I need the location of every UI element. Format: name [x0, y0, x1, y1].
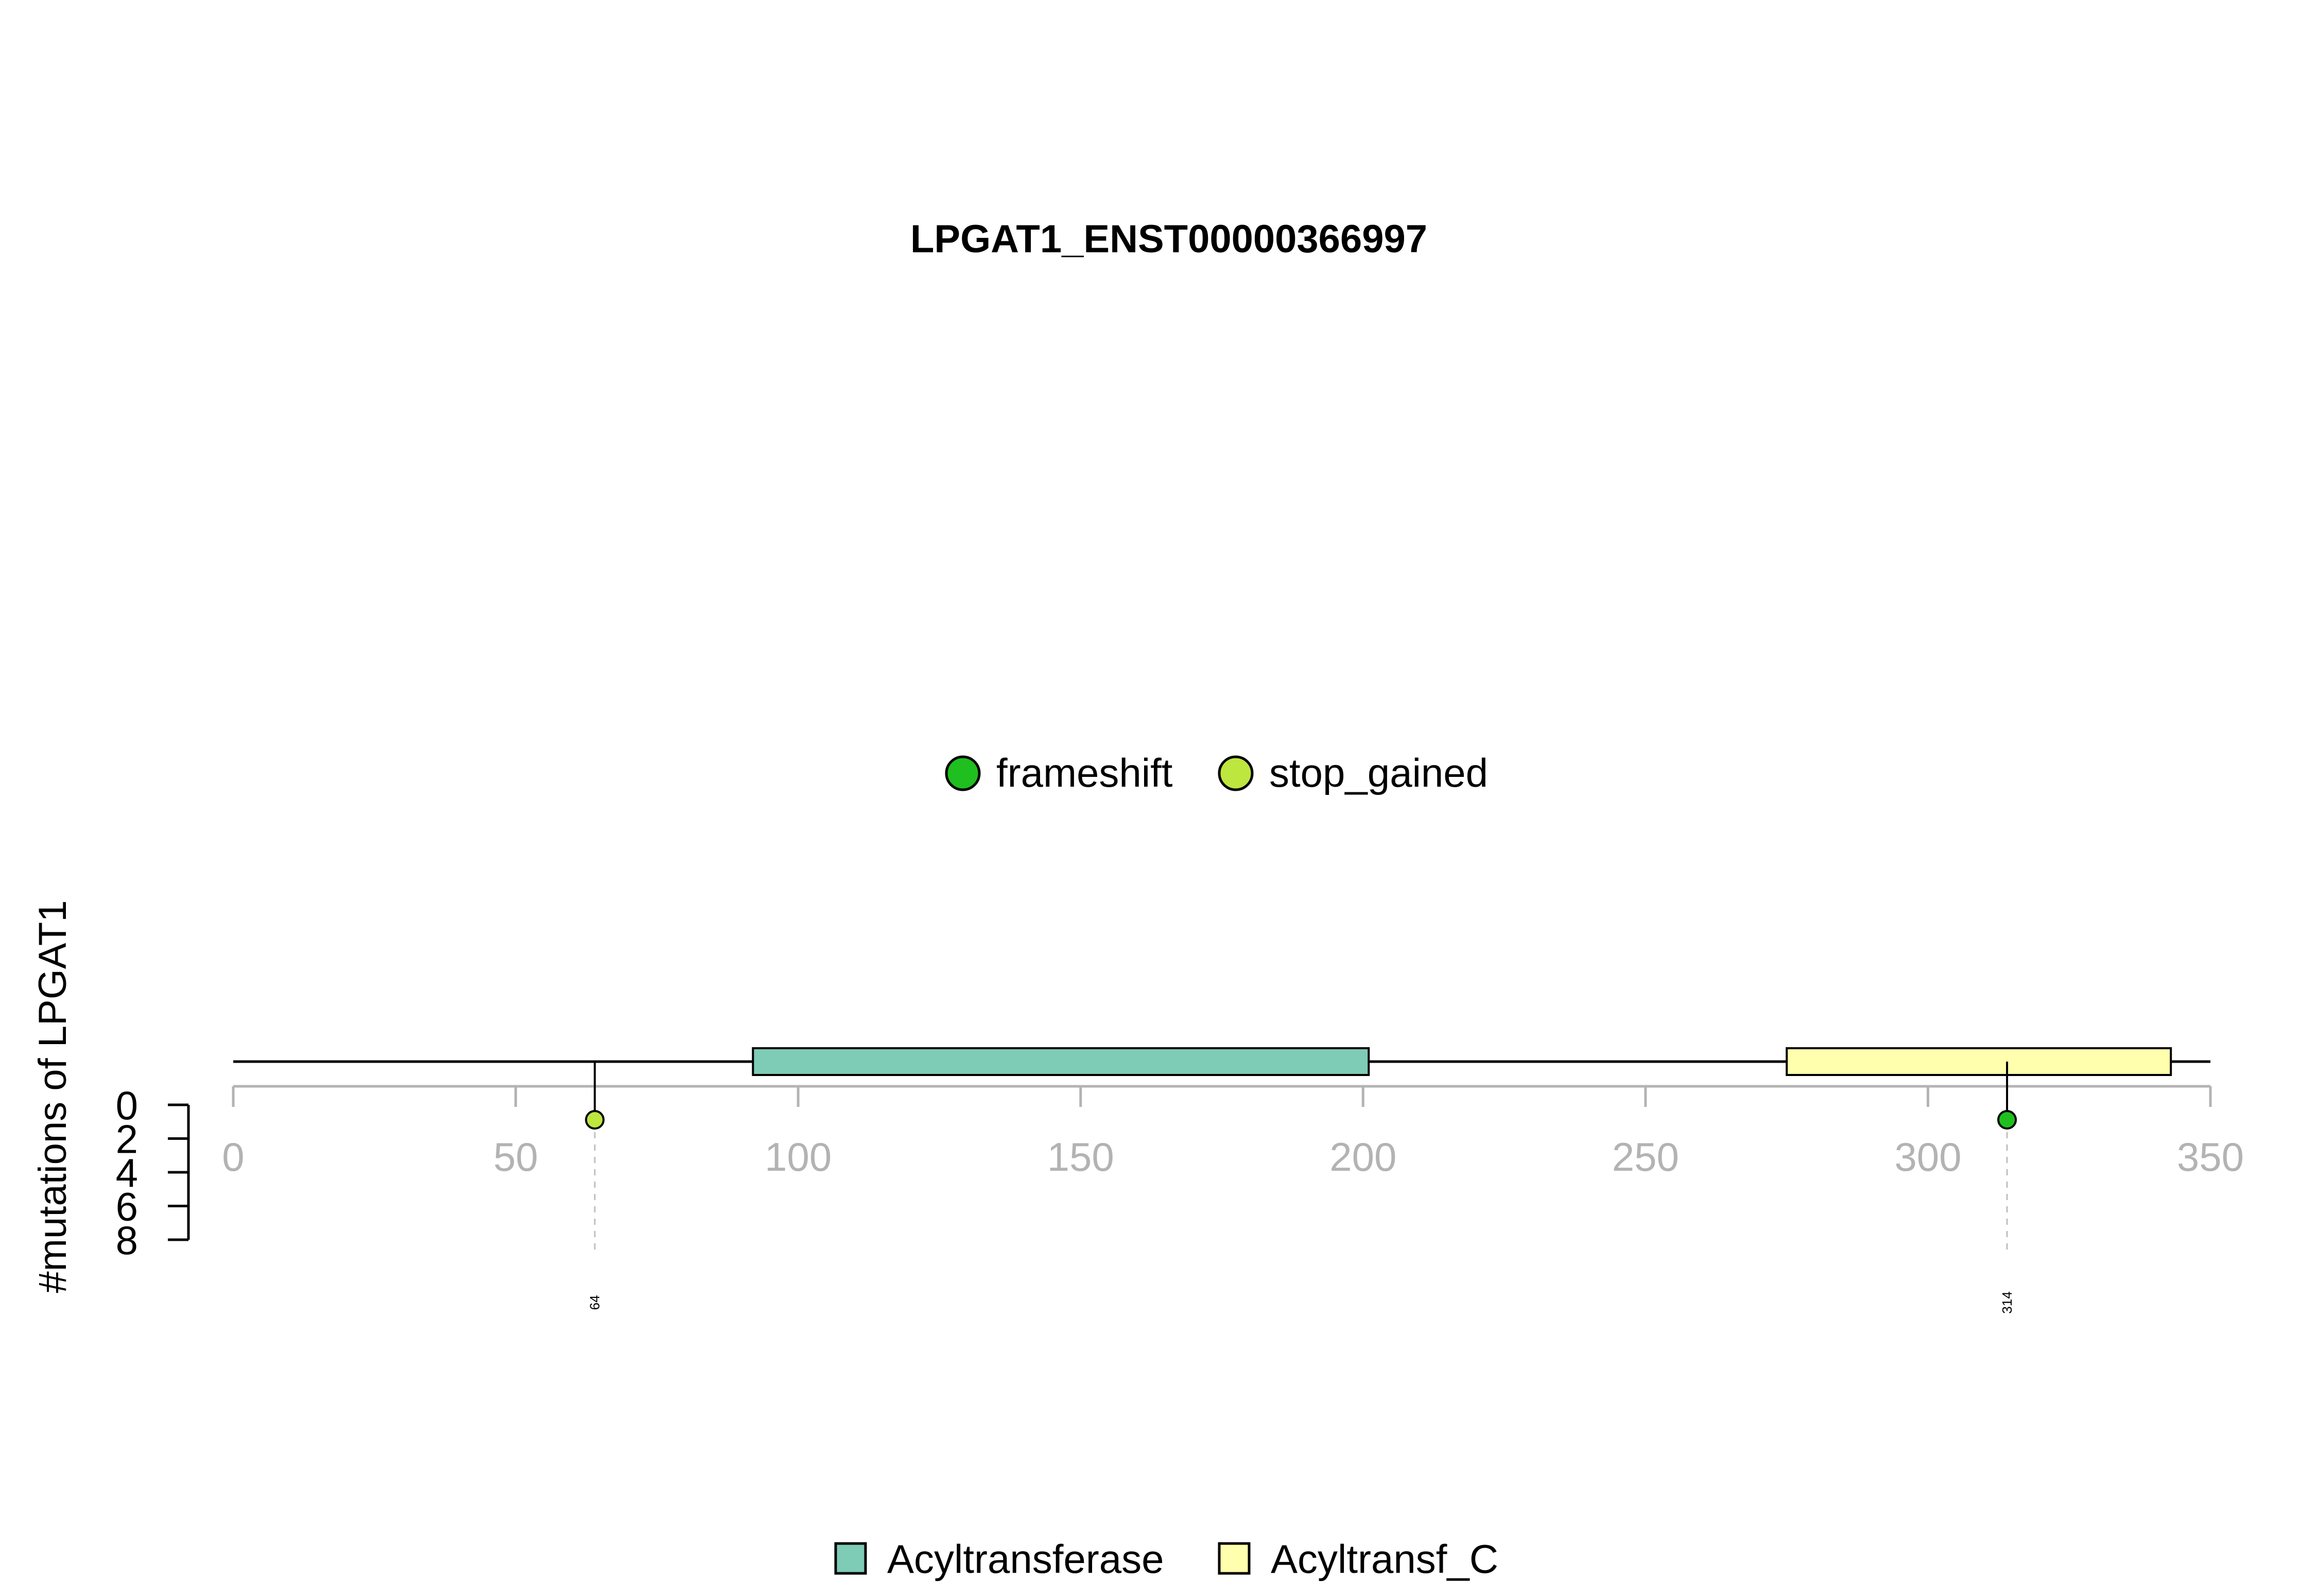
- x-tick-label: 150: [1047, 1134, 1114, 1179]
- mutation-position-label: 314: [1999, 1291, 2015, 1313]
- domain-legend: Acyltransferase Acyltransf_C: [834, 1536, 1498, 1582]
- x-tick-label: 250: [1612, 1134, 1679, 1179]
- domain-boxes: [752, 1047, 2172, 1076]
- x-axis: 0 50 100 150 200 250 300 350: [222, 1085, 2244, 1179]
- domain-box: [752, 1047, 1370, 1076]
- y-axis-label: #mutations of LPGAT1: [31, 900, 75, 1293]
- mutation-position-label: 64: [587, 1295, 602, 1310]
- chart-title: LPGAT1_ENST00000366997: [910, 217, 1427, 261]
- domain-legend-swatch: [834, 1542, 867, 1575]
- x-tick-label: 50: [493, 1134, 538, 1179]
- x-tick-label: 300: [1894, 1134, 1961, 1179]
- y-tick-label: 4: [116, 1150, 138, 1195]
- domain-legend-label: Acyltransf_C: [1271, 1536, 1498, 1582]
- domain-box: [1786, 1047, 2172, 1076]
- x-tick-label: 350: [2177, 1134, 2244, 1179]
- x-tick-label: 100: [765, 1134, 832, 1179]
- x-tick-label: 0: [222, 1134, 244, 1179]
- legend-label: frameshift: [996, 750, 1173, 795]
- y-tick-label: 2: [116, 1117, 138, 1162]
- y-tick-label: 8: [116, 1218, 138, 1263]
- y-tick-label: 6: [116, 1184, 138, 1229]
- legend-marker: [1218, 755, 1254, 791]
- domain-legend-swatch: [1218, 1542, 1251, 1575]
- mutation-type-legend: frameshift stop_gained: [945, 750, 1488, 795]
- mutation-lollipops: 64 314: [585, 1062, 2017, 1314]
- mutation-point: [1997, 1110, 2017, 1130]
- y-tick-label: 0: [116, 1083, 138, 1128]
- x-tick-label: 200: [1329, 1134, 1396, 1179]
- mutation-point: [585, 1110, 605, 1130]
- legend-marker: [945, 755, 981, 791]
- legend-label: stop_gained: [1269, 750, 1488, 795]
- domain-legend-label: Acyltransferase: [887, 1536, 1164, 1582]
